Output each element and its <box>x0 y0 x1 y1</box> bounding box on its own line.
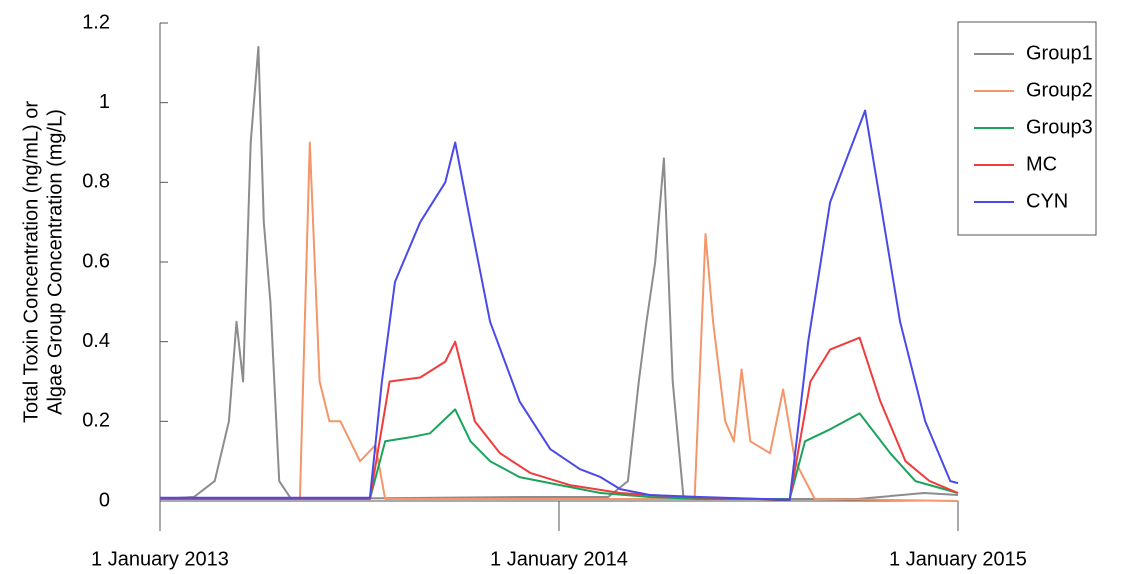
y-tick-label: 1 <box>99 91 110 113</box>
series-line <box>160 336 959 501</box>
series-line <box>160 408 959 500</box>
x-tick-label: 1 January 2013 <box>91 548 229 570</box>
legend-label: MC <box>1026 153 1057 175</box>
y-tick-label: 0.8 <box>82 171 110 193</box>
x-tick-label: 1 January 2015 <box>889 548 1027 570</box>
series-line <box>160 109 959 501</box>
x-tick-label: 1 January 2014 <box>490 548 628 570</box>
y-axis-label: Total Toxin Concentration (ng/mL) or <box>20 101 42 423</box>
y-axis-label: Algae Group Concentration (mg/L) <box>44 109 66 415</box>
y-tick-label: 0.2 <box>82 410 110 432</box>
legend-label: CYN <box>1026 190 1068 212</box>
legend-label: Group2 <box>1026 79 1093 101</box>
y-tick-label: 0.4 <box>82 330 110 352</box>
legend-label: Group1 <box>1026 42 1093 64</box>
series-line <box>159 45 959 500</box>
y-tick-label: 0 <box>99 489 110 511</box>
legend-label: Group3 <box>1026 116 1093 138</box>
y-tick-label: 1.2 <box>82 11 110 33</box>
legend: Group1 Group2 Group3 MC CYN <box>957 21 1097 236</box>
y-tick-label: 0.6 <box>82 250 110 272</box>
series-line <box>160 141 959 502</box>
